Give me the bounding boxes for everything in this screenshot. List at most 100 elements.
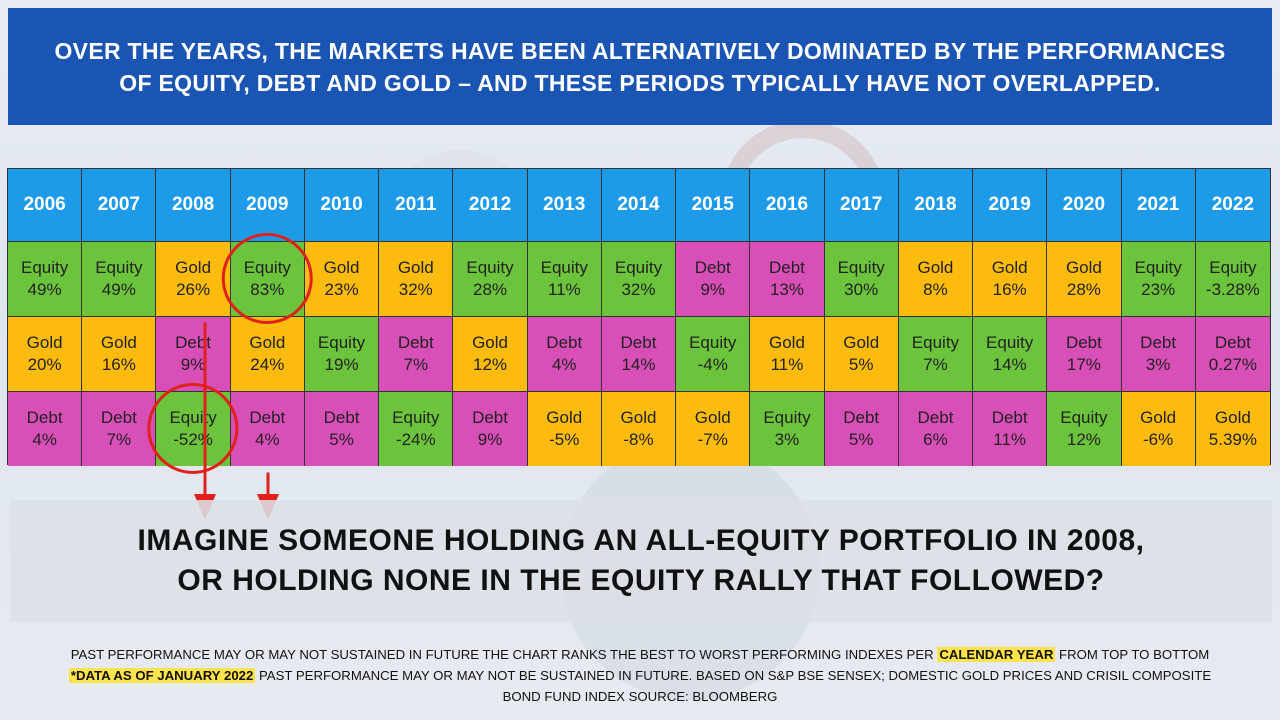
return-value: 5% <box>848 430 874 449</box>
return-value: 32% <box>398 280 433 299</box>
cell-2009-rank-2: Gold 24% <box>230 317 305 392</box>
asset-label: Debt <box>1140 333 1177 352</box>
asset-label: Equity <box>317 333 366 352</box>
asset-label: Debt <box>843 408 880 427</box>
asset-label: Debt <box>769 258 805 277</box>
return-value: 3% <box>774 430 800 449</box>
asset-label: Debt <box>917 408 954 427</box>
disclaimer-text-1: PAST PERFORMANCE MAY OR MAY NOT SUSTAINE… <box>70 647 938 662</box>
cell-2016-rank-1: Debt 13% <box>750 242 825 317</box>
cell-2020-rank-2: Debt 17% <box>1047 317 1122 392</box>
return-value: -5% <box>549 430 580 449</box>
asset-label: Equity <box>614 258 663 277</box>
return-value: 13% <box>769 280 804 299</box>
cell-2019-rank-1: Gold 16% <box>973 242 1048 317</box>
asset-label: Debt <box>249 408 286 427</box>
cell-2010-rank-2: Equity 19% <box>304 317 380 392</box>
asset-label: Gold <box>843 333 880 352</box>
cell-2012-rank-3: Debt 9% <box>453 392 528 466</box>
performance-table: 2006 2007 2008 2009 2010 2011 2012 2013 2014 2015… <box>7 168 1271 466</box>
asset-label: Gold <box>249 333 286 352</box>
return-value: 24% <box>250 355 285 374</box>
cell-2006-rank-2: Gold 20% <box>8 317 83 392</box>
asset-label: Gold <box>694 408 731 427</box>
asset-label: Debt <box>1065 333 1102 352</box>
return-value: 8% <box>923 280 948 299</box>
cell-2020-rank-1: Gold 28% <box>1047 242 1122 317</box>
asset-label: Equity <box>20 258 69 277</box>
cell-2006-rank-1: Equity 49% <box>8 242 83 317</box>
year-header-2019: 2019 <box>973 169 1048 242</box>
year-header-2011: 2011 <box>379 169 454 242</box>
cell-2018-rank-1: Gold 8% <box>898 242 974 317</box>
cell-2018-rank-3: Debt 6% <box>898 392 974 466</box>
asset-label: Gold <box>100 333 137 352</box>
cell-2017-rank-2: Gold 5% <box>824 317 899 392</box>
asset-label: Equity <box>911 333 960 352</box>
return-value: 28% <box>1066 280 1101 299</box>
return-value: 11% <box>547 280 581 299</box>
asset-label: Equity <box>837 258 885 277</box>
cell-2007-rank-3: Debt 7% <box>82 392 157 466</box>
year-header-2020: 2020 <box>1047 169 1122 242</box>
cell-2013-rank-2: Debt 4% <box>527 317 602 392</box>
asset-label: Equity <box>986 333 1034 352</box>
return-value: 83% <box>250 280 285 299</box>
cell-2016-rank-2: Gold 11% <box>750 317 825 392</box>
year-header-2014: 2014 <box>601 169 677 242</box>
asset-label: Gold <box>1214 408 1251 427</box>
asset-label: Gold <box>472 333 508 352</box>
return-value: 11% <box>770 355 804 374</box>
disclaimer-footer: PAST PERFORMANCE MAY OR MAY NOT SUSTAINE… <box>60 644 1220 707</box>
year-header-2017: 2017 <box>824 169 899 242</box>
return-value: 16% <box>992 280 1027 299</box>
year-header-2018: 2018 <box>898 169 974 242</box>
cell-2015-rank-3: Gold -7% <box>676 392 751 466</box>
return-value: 5.39% <box>1208 430 1257 449</box>
asset-label: Debt <box>472 408 508 427</box>
year-header-2008: 2008 <box>156 169 231 242</box>
disclaimer-text-3: PAST PERFORMANCE MAY OR MAY NOT BE SUSTA… <box>255 668 1212 704</box>
return-value: 7% <box>106 430 132 449</box>
cell-2022-rank-2: Debt 0.27% <box>1195 317 1270 392</box>
cell-2020-rank-3: Equity 12% <box>1047 392 1122 466</box>
headline-line-1: OVER THE YEARS, THE MARKETS HAVE BEEN AL… <box>54 37 1226 64</box>
return-value: 19% <box>324 355 359 374</box>
headline-banner: OVER THE YEARS, THE MARKETS HAVE BEEN AL… <box>8 8 1272 125</box>
cell-2006-rank-3: Debt 4% <box>8 392 83 466</box>
asset-label: Gold <box>397 258 434 277</box>
cell-2017-rank-3: Debt 5% <box>824 392 899 466</box>
cell-2008-rank-2: Debt 9% <box>156 317 231 392</box>
cell-2021-rank-3: Gold -6% <box>1121 392 1196 466</box>
cell-2012-rank-1: Equity 28% <box>453 242 528 317</box>
return-value: 0.27% <box>1208 355 1257 374</box>
asset-label: Equity <box>95 258 143 277</box>
year-header-2007: 2007 <box>82 169 157 242</box>
return-value: 17% <box>1066 355 1101 374</box>
cell-2009-rank-1: Equity 83% <box>230 242 305 317</box>
cell-2021-rank-1: Equity 23% <box>1121 242 1196 317</box>
return-value: 4% <box>32 430 57 449</box>
asset-label: Equity <box>1134 258 1182 277</box>
asset-label: Debt <box>175 333 212 352</box>
asset-label: Debt <box>694 258 731 277</box>
cell-2013-rank-3: Gold -5% <box>527 392 602 466</box>
return-value: -8% <box>623 430 654 449</box>
return-value: 12% <box>1066 430 1101 449</box>
return-value: 3% <box>1145 355 1171 374</box>
cell-2013-rank-1: Equity 11% <box>527 242 602 317</box>
year-header-2015: 2015 <box>676 169 751 242</box>
return-value: 49% <box>101 280 136 299</box>
cell-2022-rank-3: Gold 5.39% <box>1195 392 1270 466</box>
return-value: 23% <box>1141 280 1176 299</box>
year-header-2021: 2021 <box>1121 169 1196 242</box>
question-line-2: OR HOLDING NONE IN THE EQUITY RALLY THAT… <box>177 564 1105 597</box>
return-value: 14% <box>992 355 1027 374</box>
question-line-1: IMAGINE SOMEONE HOLDING AN ALL-EQUITY PO… <box>137 524 1145 557</box>
asset-label: Gold <box>546 408 583 427</box>
asset-label: Debt <box>1214 333 1251 352</box>
return-value: 28% <box>473 280 508 299</box>
cell-2011-rank-1: Gold 32% <box>379 242 454 317</box>
asset-label: Equity <box>466 258 514 277</box>
asset-label: Gold <box>917 258 954 277</box>
